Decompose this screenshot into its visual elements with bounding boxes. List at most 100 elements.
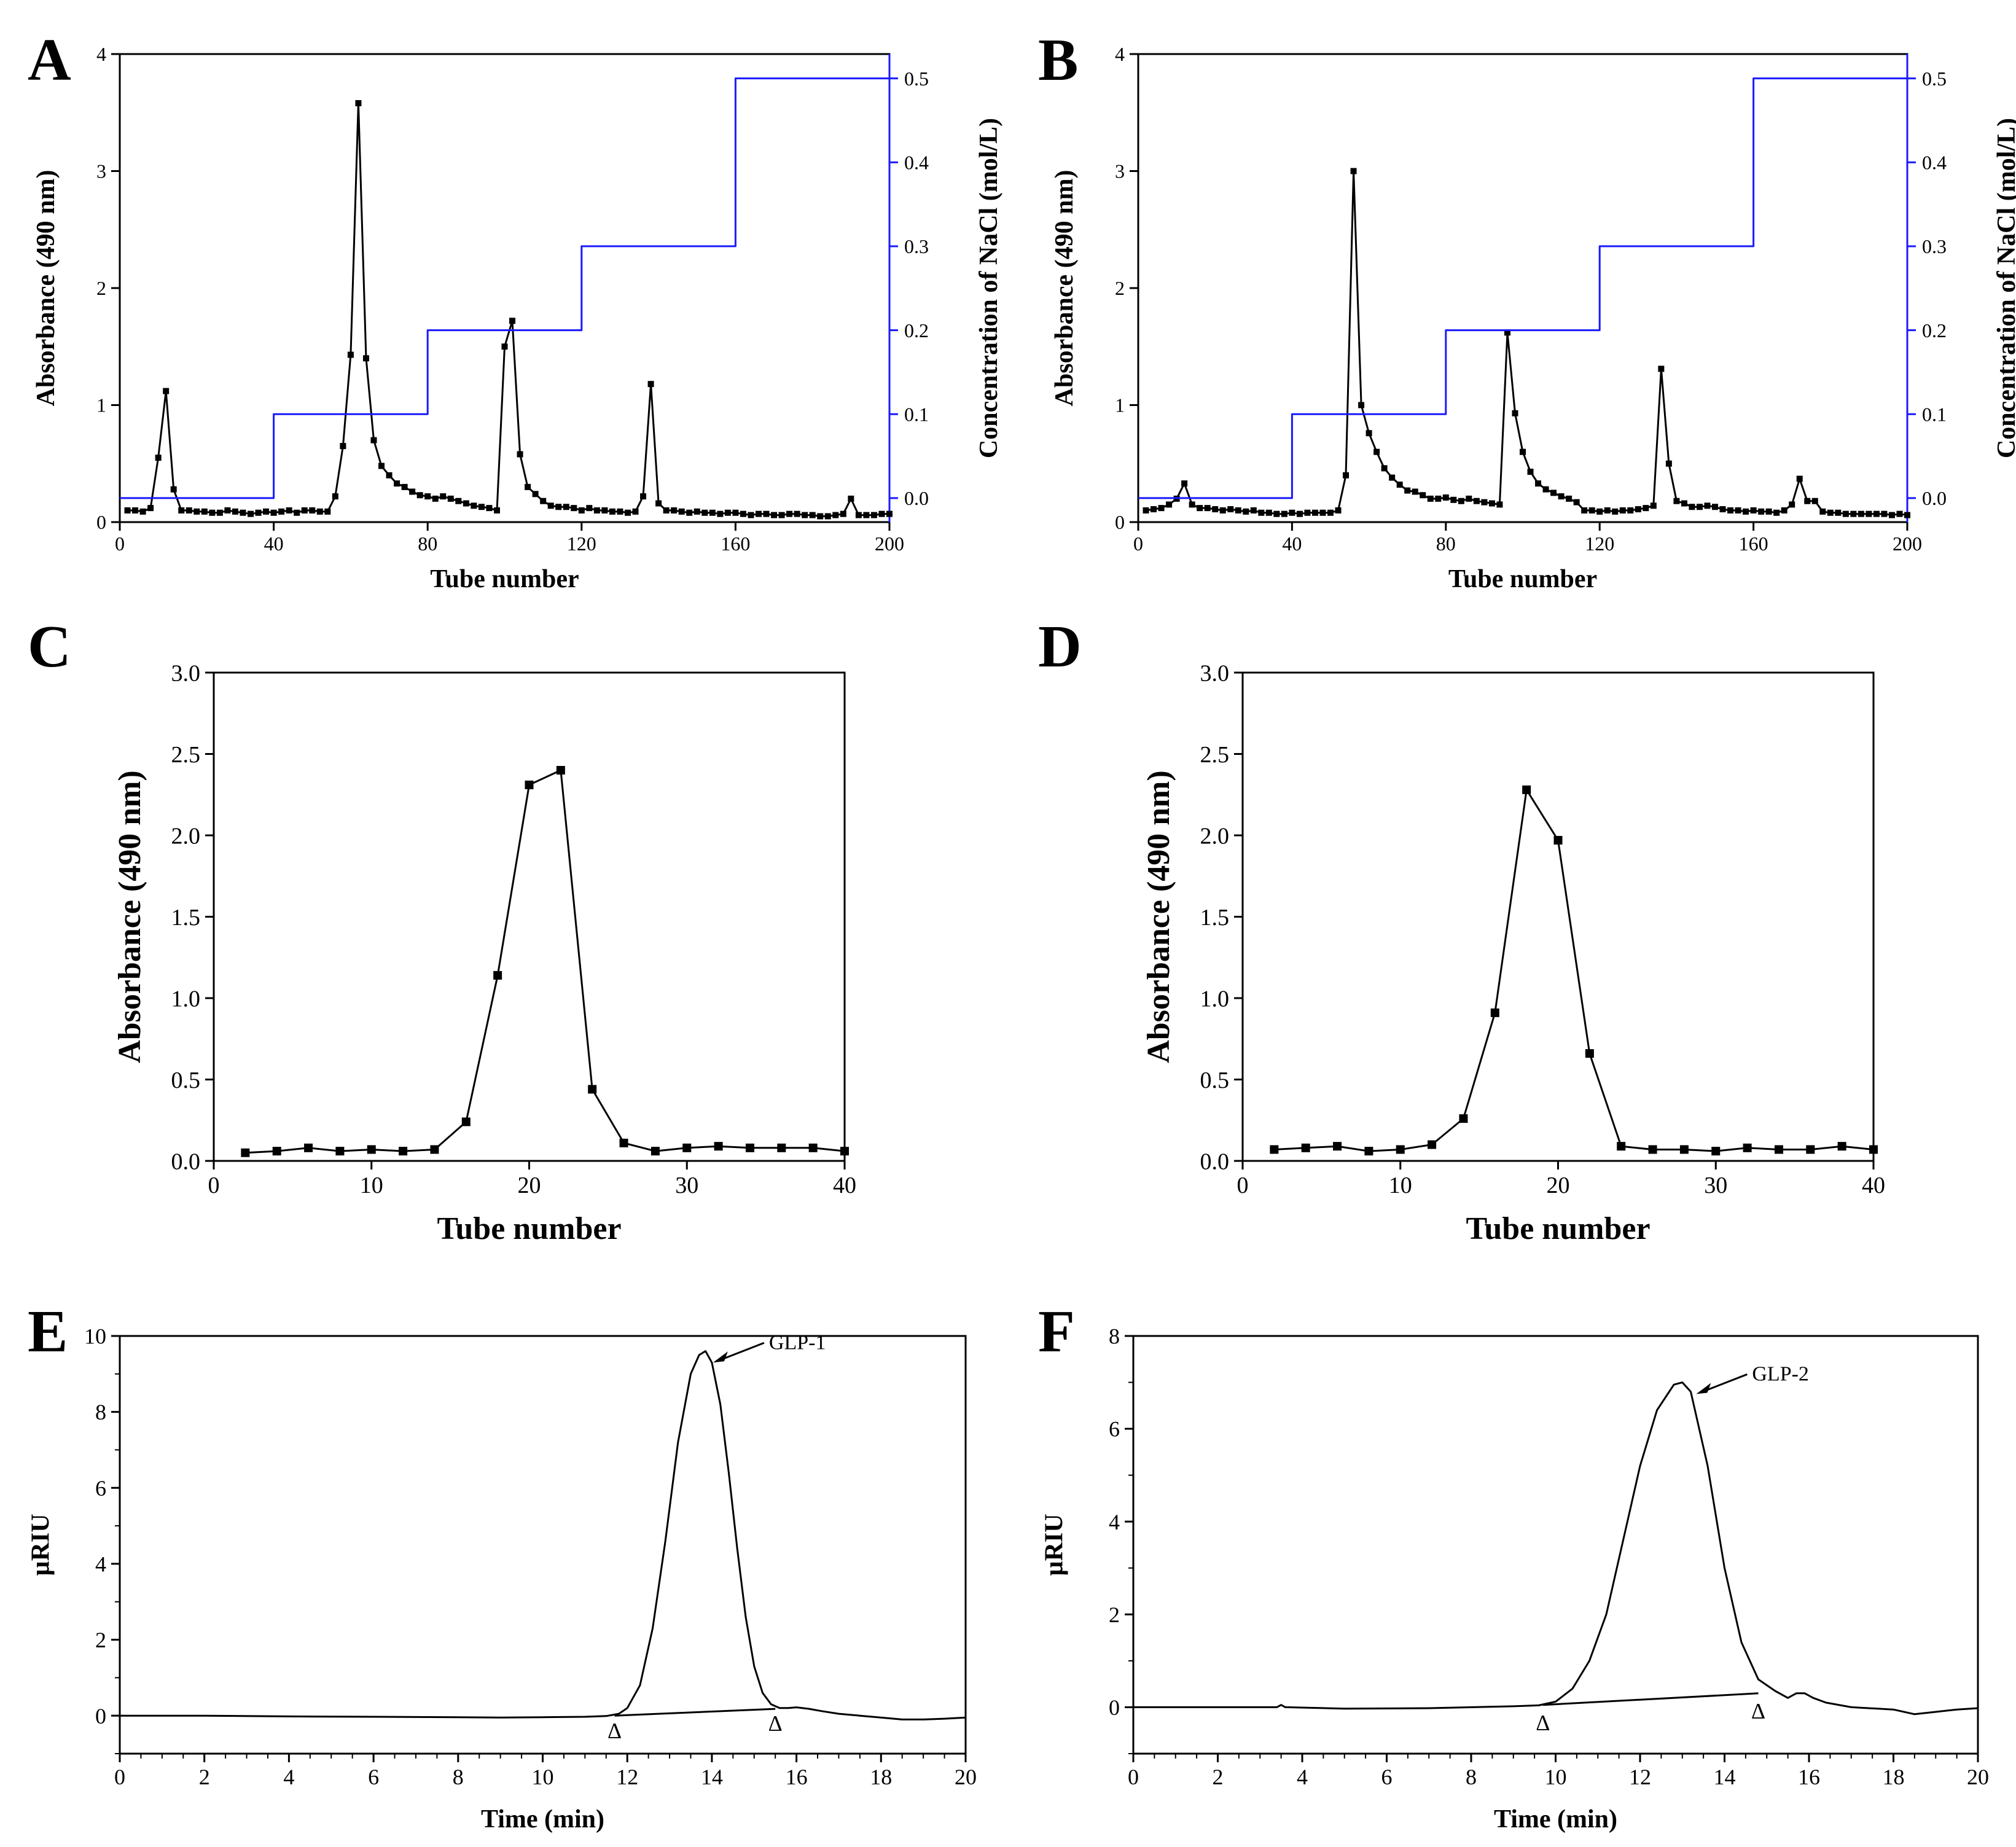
data-point-marker bbox=[517, 451, 523, 458]
data-point-marker bbox=[617, 508, 623, 515]
data-point-marker bbox=[1396, 482, 1403, 488]
data-point-marker bbox=[1442, 494, 1449, 501]
data-point-marker bbox=[1573, 499, 1580, 506]
data-point-marker bbox=[401, 483, 408, 490]
data-point-marker bbox=[416, 492, 423, 499]
y-tick-label: 1.5 bbox=[171, 905, 201, 931]
nacl-gradient-line bbox=[1138, 77, 1907, 499]
data-point-marker bbox=[855, 512, 862, 518]
data-point-marker bbox=[1873, 510, 1880, 517]
data-point-marker bbox=[1842, 510, 1849, 517]
data-point-marker bbox=[1781, 507, 1787, 513]
panel-a: A 0 40 80 120 160 200 0 1 2 3 4 0.0 0.1 0.2 0.3 0.4 0.5 Co… bbox=[28, 27, 1003, 593]
data-point-marker bbox=[1596, 508, 1603, 515]
data-point-marker bbox=[745, 1143, 754, 1152]
x-tick-label: 14 bbox=[701, 1765, 723, 1789]
data-point-marker bbox=[1704, 502, 1711, 509]
x-tick-label: 40 bbox=[264, 533, 284, 555]
data-point-marker bbox=[1758, 508, 1765, 515]
data-point-marker bbox=[1789, 501, 1795, 508]
data-point-marker bbox=[1265, 509, 1272, 516]
data-point-marker bbox=[886, 510, 893, 517]
data-point-marker bbox=[1381, 465, 1388, 472]
data-point-marker bbox=[1212, 506, 1219, 513]
y-tick-label: 6 bbox=[1109, 1417, 1120, 1442]
data-point-marker bbox=[324, 508, 331, 515]
data-point-marker bbox=[1681, 500, 1687, 507]
data-point-marker bbox=[1166, 501, 1173, 508]
data-point-marker bbox=[430, 1145, 439, 1154]
data-point-marker bbox=[1435, 495, 1442, 502]
data-point-marker bbox=[378, 463, 385, 469]
x-tick-label: 0 bbox=[114, 1765, 125, 1789]
data-point-marker bbox=[440, 493, 447, 500]
data-point-marker bbox=[255, 509, 262, 516]
data-point-marker bbox=[578, 507, 585, 513]
data-point-marker bbox=[1512, 410, 1518, 416]
data-point-marker bbox=[724, 509, 731, 516]
data-point-marker bbox=[216, 509, 223, 516]
y-axis-title: Absorbance (490 nm) bbox=[112, 770, 147, 1063]
x-tick-label: 160 bbox=[1739, 533, 1768, 555]
data-point-marker bbox=[1535, 480, 1542, 487]
data-point-marker bbox=[709, 509, 716, 516]
panel-d: D 0 10 20 30 40 0.0 0.5 1.0 1.5 2.0 2.5 3.0 Tube numb… bbox=[1038, 614, 1885, 1246]
data-point-marker bbox=[563, 504, 569, 510]
y2-tick-label: 0.4 bbox=[1922, 151, 1947, 173]
data-point-marker bbox=[424, 493, 431, 500]
data-point-marker bbox=[1819, 508, 1826, 515]
x-tick-label: 6 bbox=[1381, 1765, 1393, 1789]
data-point-marker bbox=[778, 512, 785, 518]
series-line bbox=[1274, 789, 1874, 1152]
y2-tick-label: 0.5 bbox=[904, 68, 929, 90]
y2-tick-label: 0.2 bbox=[1922, 319, 1947, 342]
x-axis-title: Time (min) bbox=[1494, 1805, 1617, 1833]
y-tick-label: 3.0 bbox=[1200, 660, 1230, 686]
data-point-marker bbox=[1553, 835, 1563, 845]
data-point-marker bbox=[294, 509, 300, 516]
data-point-marker bbox=[1542, 486, 1549, 493]
data-point-marker bbox=[316, 508, 323, 515]
data-point-marker bbox=[370, 437, 377, 443]
x-tick-label: 20 bbox=[518, 1173, 541, 1198]
x-tick-label: 18 bbox=[870, 1765, 892, 1789]
data-point-marker bbox=[601, 507, 608, 513]
y-tick-label: 0.0 bbox=[171, 1149, 201, 1174]
x-tick-label: 200 bbox=[875, 533, 904, 555]
x-tick-label: 12 bbox=[616, 1765, 638, 1789]
data-point-marker bbox=[1904, 512, 1910, 518]
data-point-marker bbox=[124, 507, 131, 513]
data-point-marker bbox=[1619, 507, 1626, 513]
data-point-marker bbox=[1490, 1008, 1499, 1017]
y-tick-label: 2 bbox=[1109, 1603, 1120, 1627]
data-point-marker bbox=[486, 505, 493, 512]
data-point-marker bbox=[493, 507, 500, 513]
data-point-marker bbox=[771, 512, 778, 518]
data-point-marker bbox=[1604, 507, 1611, 513]
data-point-marker bbox=[870, 512, 877, 518]
data-point-marker bbox=[1673, 498, 1680, 504]
data-point-marker bbox=[663, 507, 670, 513]
y2-tick-label: 0.4 bbox=[904, 151, 929, 173]
data-point-marker bbox=[763, 510, 770, 517]
data-point-marker bbox=[525, 483, 531, 490]
y2-tick-label: 0.2 bbox=[904, 319, 929, 342]
data-point-marker bbox=[1364, 1147, 1373, 1156]
data-point-marker bbox=[1520, 448, 1526, 455]
x-tick-label: 0 bbox=[1133, 533, 1143, 555]
data-point-marker bbox=[794, 510, 800, 517]
data-point-marker bbox=[186, 507, 192, 513]
data-point-marker bbox=[347, 351, 354, 358]
data-point-marker bbox=[501, 343, 508, 350]
data-point-marker bbox=[147, 505, 154, 512]
y-axis-title: Absorbance (490 nm) bbox=[32, 170, 60, 407]
x-tick-label: 2 bbox=[199, 1765, 210, 1789]
data-point-marker bbox=[1827, 509, 1834, 516]
y-axis-title: Absorbance (490 nm) bbox=[1050, 170, 1079, 407]
data-point-marker bbox=[1235, 507, 1241, 513]
y-tick-label: 2 bbox=[96, 277, 106, 299]
data-point-marker bbox=[1711, 1147, 1721, 1156]
data-point-marker bbox=[1488, 500, 1495, 507]
series-line bbox=[1146, 170, 1908, 517]
data-point-marker bbox=[1588, 507, 1595, 513]
